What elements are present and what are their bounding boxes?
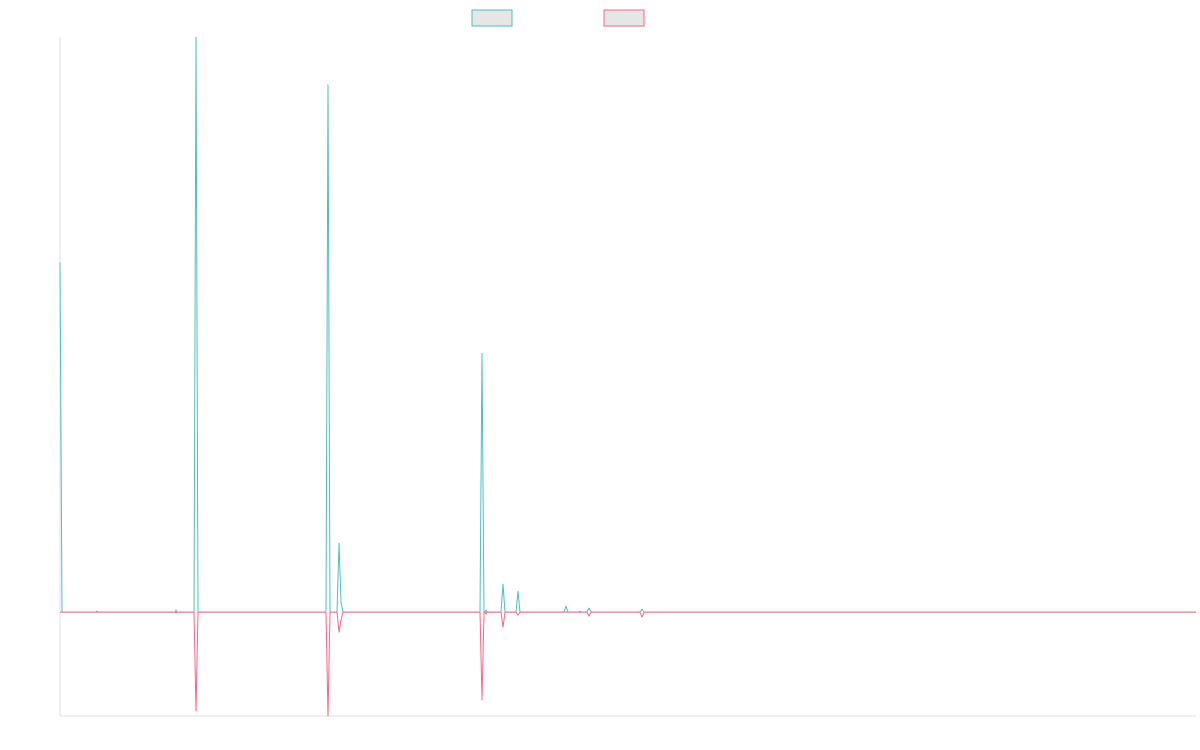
- plot-area: [59, 36, 1196, 717]
- legend-swatch-negative-series[interactable]: [603, 9, 645, 27]
- legend-swatch-positive-series[interactable]: [471, 9, 513, 27]
- legend: [471, 9, 645, 27]
- series-line-positive: [59, 36, 1196, 613]
- axes: [59, 37, 1196, 717]
- series-line-negative: [60, 611, 1196, 717]
